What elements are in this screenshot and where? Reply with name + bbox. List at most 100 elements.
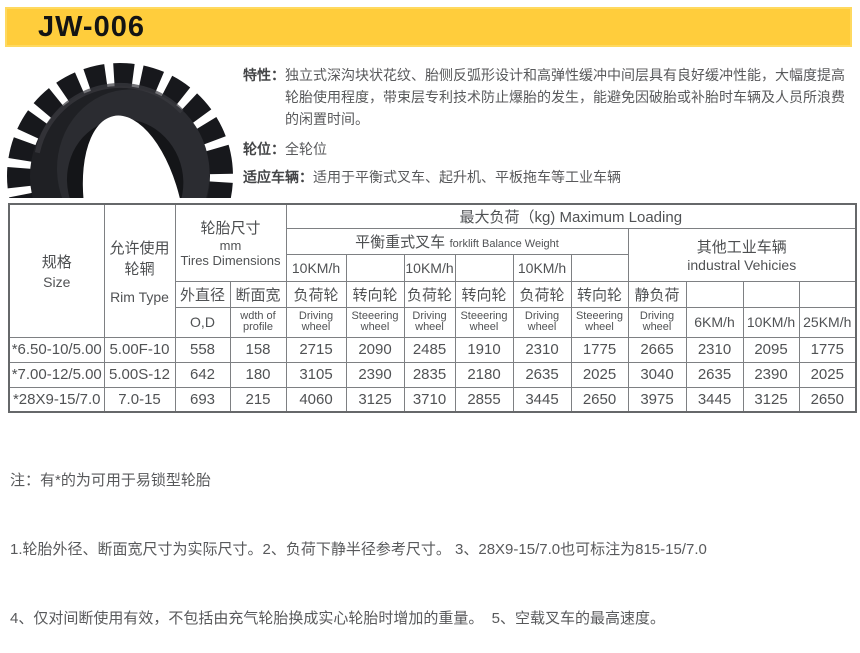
table-cell: 3710 [403,386,456,413]
table-cell: 3975 [627,386,687,413]
table-cell: 693 [174,386,231,413]
table-cell: 3445 [512,386,572,413]
speed10-spacer-1 [345,253,405,282]
static-load-label-en: Driving wheel [627,306,687,338]
table-cell: 1775 [798,336,857,363]
table-cell: 4060 [285,386,347,413]
table-cell: 2855 [454,386,514,413]
max-loading-label: 最大负荷（kg) Maximum Loading [459,208,683,226]
static-load-label-cn: 静负荷 [627,280,687,308]
speed10-header-1: 10KM/h [285,253,347,282]
speed10-spacer-2 [454,253,514,282]
table-cell: 2650 [798,386,857,413]
load-wheel-en-2: Driving wheel [403,306,456,338]
col-header-size: 规格 Size [8,203,105,338]
rim-label-cn2: 轮辋 [124,260,155,278]
static-spacer-2 [742,280,800,308]
static-spacer-3 [798,280,857,308]
table-cell: 3125 [345,386,405,413]
table-cell: 2090 [345,336,405,363]
size-label-cn: 规格 [41,254,72,272]
note-line-2: 1.轮胎外径、断面宽尺寸为实际尺寸。2、负荷下静半径参考尺寸。 3、28X9-1… [10,541,707,558]
table-cell: 2665 [627,336,687,363]
dims-label-en: Tires Dimensions [180,253,281,269]
table-cell: *28X9-15/7.0 [8,386,105,413]
table-cell: 3445 [685,386,744,413]
features-text: 独立式深沟块状花纹、胎侧反弧形设计和高弹性缓冲中间层具有良好缓冲性能，大幅度提高… [285,67,845,127]
table-cell: 3040 [627,361,687,388]
wheel-position-label: 轮位： [243,141,285,157]
vehicles-label: 适应车辆： [243,169,313,185]
steer-wheel-cn-2: 转向轮 [454,280,514,308]
dims-unit: mm [219,238,242,254]
table-cell: 2095 [742,336,800,363]
steer-wheel-cn-3: 转向轮 [570,280,629,308]
table-cell: 3125 [742,386,800,413]
col-header-forklift: 平衡重式叉车 forklift Balance Weight [285,227,629,255]
secwidth-label-en: wdth of profile [229,306,287,338]
table-row-2: *7.00-12/5.00 5.00S-12 642 180 3105 2390… [8,361,857,388]
title-bar: JW-006 [5,7,852,47]
table-cell: 5.00F-10 [103,336,176,363]
header-row-loading: 规格 Size 允许使用 轮辋 Rim Type 轮胎尺寸 mm Tires D… [8,203,857,338]
table-cell: 3105 [285,361,347,388]
table-cell: 1775 [570,336,629,363]
speed6-header: 6KM/h [685,306,744,338]
table-cell: 158 [229,336,287,363]
table-cell: 2025 [570,361,629,388]
speed10-other-header: 10KM/h [742,306,800,338]
page-title: JW-006 [38,10,145,43]
table-cell: 2635 [512,361,572,388]
note-line-1: 注：有*的为可用于易锁型轮胎 [10,472,211,489]
features-label: 特性： [243,67,285,83]
wheel-position-row: 轮位： 全轮位 [243,138,855,160]
features-row: 特性： 独立式深沟块状花纹、胎侧反弧形设计和高弹性缓冲中间层具有良好缓冲性能，大… [243,64,855,130]
forklift-label-cn: 平衡重式叉车 [355,233,446,251]
vehicles-text: 适用于平衡式叉车、起升机、平板拖车等工业车辆 [313,169,621,185]
speed10-header-2: 10KM/h [403,253,456,282]
table-cell: 2635 [685,361,744,388]
header-row-vehicle-groups: 平衡重式叉车 forklift Balance Weight 其他工业车辆 in… [9,227,857,282]
table-cell: 642 [174,361,231,388]
steer-wheel-en-1: Steeering wheel [345,306,405,338]
tire-image [4,56,236,198]
note-line-3: 4、仅对间断使用有效，不包括由充气轮胎换成实心轮胎时增加的重量。 5、空载叉车的… [10,610,666,627]
table-cell: 2715 [285,336,347,363]
dims-label-cn: 轮胎尺寸 [200,220,261,238]
header-row-speed10: 10KM/h 10KM/h 10KM/h [9,253,856,282]
table-cell: 558 [174,336,231,363]
od-label-en: O,D [174,306,231,338]
spec-table: 规格 Size 允许使用 轮辋 Rim Type 轮胎尺寸 mm Tires D… [8,203,857,413]
table-cell: *6.50-10/5.00 [8,336,105,363]
load-wheel-cn-1: 负荷轮 [285,280,347,308]
od-label-cn: 外直径 [174,280,231,308]
table-row-3: *28X9-15/7.0 7.0-15 693 215 4060 3125 37… [8,386,857,413]
table-cell: *7.00-12/5.00 [8,361,105,388]
rim-label-cn1: 允许使用 [109,239,170,257]
load-wheel-en-3: Driving wheel [512,306,572,338]
rim-label-en: Rim Type [110,288,169,305]
steer-wheel-en-3: Steeering wheel [570,306,629,338]
table-cell: 2025 [798,361,857,388]
load-wheel-en-1: Driving wheel [285,306,347,338]
static-spacer-1 [685,280,744,308]
secwidth-label-cn: 断面宽 [229,280,287,308]
table-cell: 5.00S-12 [103,361,176,388]
table-cell: 180 [229,361,287,388]
col-header-other-vehicles: 其他工业车辆 industral Vehicies [627,227,857,282]
wheel-position-text: 全轮位 [285,141,327,157]
size-label-en: Size [43,274,71,291]
tire-graphic [7,63,233,198]
col-header-dimensions: 轮胎尺寸 mm Tires Dimensions [174,203,287,282]
table-cell: 2390 [742,361,800,388]
table-cell: 2485 [403,336,456,363]
table-cell: 1910 [454,336,514,363]
steer-wheel-cn-1: 转向轮 [345,280,405,308]
steer-wheel-en-2: Steeering wheel [454,306,514,338]
table-cell: 2390 [345,361,405,388]
table-cell: 215 [229,386,287,413]
table-cell: 7.0-15 [103,386,176,413]
table-cell: 2310 [512,336,572,363]
forklift-label-en: forklift Balance Weight [449,237,559,250]
table-row-1: *6.50-10/5.00 5.00F-10 558 158 2715 2090… [8,336,857,363]
